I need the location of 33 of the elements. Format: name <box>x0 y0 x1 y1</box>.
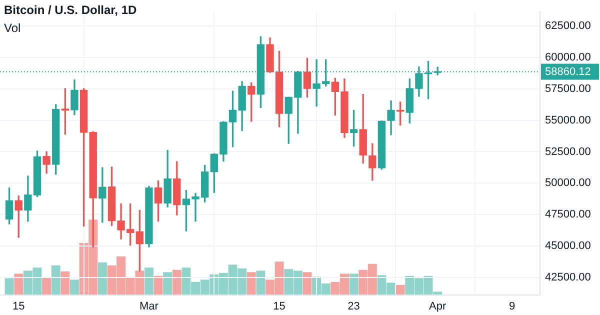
x-tick-label: 15 <box>12 300 25 313</box>
y-tick-label: 52500.00 <box>545 146 591 158</box>
y-tick-label: 42500.00 <box>545 271 591 284</box>
x-tick-label: Mar <box>139 300 159 313</box>
bar <box>42 277 52 295</box>
bar <box>256 270 266 295</box>
bar <box>396 284 405 295</box>
y-tick-label: 62500.00 <box>545 20 591 32</box>
bar <box>51 265 60 295</box>
bar <box>246 272 256 295</box>
y-tick-label: 47500.00 <box>545 208 591 221</box>
bar <box>349 274 358 295</box>
bar <box>60 271 70 295</box>
bar <box>144 268 154 295</box>
x-tick-label: 9 <box>509 300 516 313</box>
chart-title: Bitcoin / U.S. Dollar, 1D <box>4 3 137 17</box>
y-tick-label: 50000.00 <box>545 177 591 190</box>
bar <box>163 272 172 295</box>
y-tick-label: 45000.00 <box>545 240 591 252</box>
bar <box>98 262 107 295</box>
bar <box>70 280 79 295</box>
y-tick-label: 60000.00 <box>545 52 591 64</box>
x-tick-label: 15 <box>273 300 286 313</box>
bar <box>14 274 24 295</box>
bar <box>154 276 163 295</box>
x-tick-label: 23 <box>348 300 360 313</box>
y-tick-label: 57500.00 <box>545 82 591 95</box>
chart-title: Vol <box>4 21 21 35</box>
y-tick-label: 55000.00 <box>545 114 591 126</box>
x-tick-label: Apr <box>429 300 446 313</box>
bar <box>4 278 14 295</box>
ref-line-label: 58860.12 <box>545 66 591 78</box>
bar <box>172 270 182 295</box>
